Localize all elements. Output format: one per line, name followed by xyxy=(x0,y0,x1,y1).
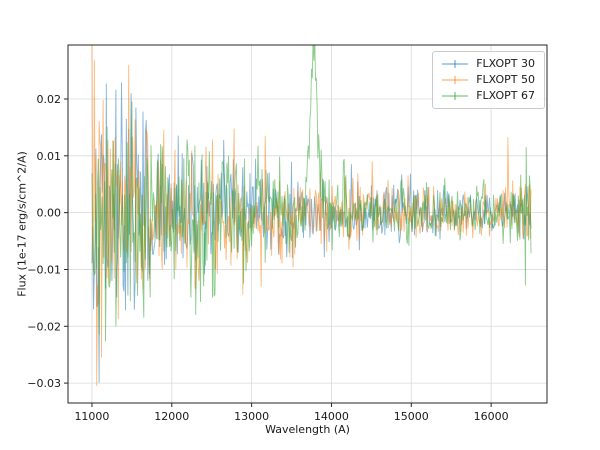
y-tick-label: 0.00 xyxy=(37,207,62,220)
axes-spines xyxy=(67,44,548,404)
x-tick-label: 16000 xyxy=(474,410,509,423)
x-tick-label: 15000 xyxy=(394,410,429,423)
legend-line-sample-icon xyxy=(442,92,469,100)
legend-label: FLXOPT 67 xyxy=(476,89,535,102)
legend: FLXOPT 30 FLXOPT 50 FLXOPT 67 xyxy=(432,51,545,109)
series-flxopt-30 xyxy=(91,82,532,383)
y-tick-label: −0.02 xyxy=(27,320,61,333)
legend-line-sample-icon xyxy=(442,76,469,84)
x-tick-label: 11000 xyxy=(74,410,109,423)
y-tick-label: 0.02 xyxy=(37,93,62,106)
legend-line-sample-icon xyxy=(442,60,469,68)
y-tick-label: −0.03 xyxy=(27,377,61,390)
x-tick-label: 12000 xyxy=(154,410,189,423)
x-tick-label: 13000 xyxy=(234,410,269,423)
legend-label: FLXOPT 30 xyxy=(476,57,535,70)
y-tick-label: 0.01 xyxy=(37,150,62,163)
series-flxopt-50 xyxy=(91,45,532,387)
series-flxopt-67 xyxy=(91,45,532,342)
legend-label: FLXOPT 50 xyxy=(476,73,535,86)
x-tick-label: 14000 xyxy=(314,410,349,423)
legend-entry: FLXOPT 67 xyxy=(440,89,535,103)
y-tick-label: −0.01 xyxy=(27,263,61,276)
x-axis-label: Wavelength (A) xyxy=(265,423,350,436)
legend-entry: FLXOPT 30 xyxy=(440,57,535,71)
legend-entry: FLXOPT 50 xyxy=(440,73,535,87)
y-axis-label: Flux (1e-17 erg/s/cm^2/A) xyxy=(15,151,29,297)
